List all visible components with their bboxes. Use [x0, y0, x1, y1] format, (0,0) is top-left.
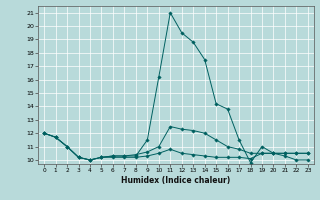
X-axis label: Humidex (Indice chaleur): Humidex (Indice chaleur)	[121, 176, 231, 185]
